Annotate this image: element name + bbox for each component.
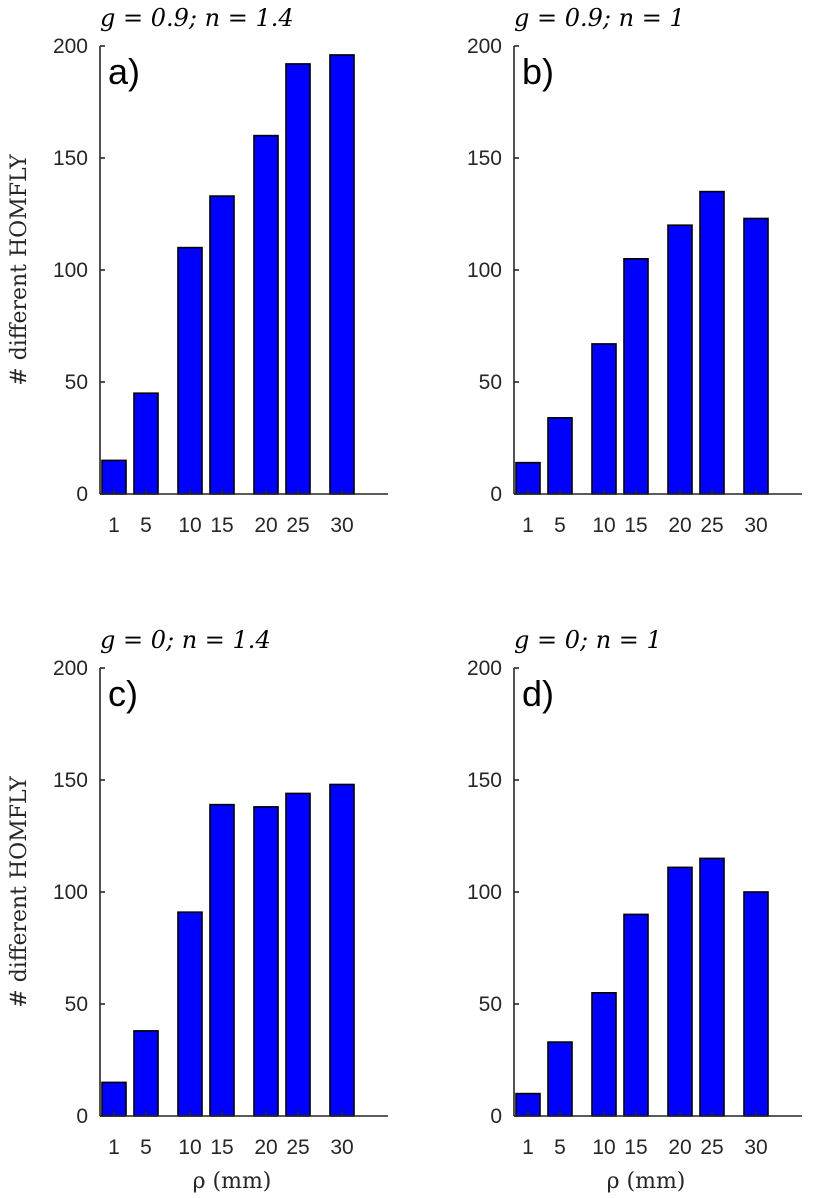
x-tick-label: 15	[624, 1136, 647, 1159]
bar-20	[253, 134, 279, 495]
x-tick-label: 1	[108, 1136, 120, 1159]
panel-title: g = 0.9; n = 1	[514, 4, 685, 32]
bar-25	[285, 63, 311, 495]
y-tick-label: 0	[490, 483, 502, 506]
y-tick-label: 0	[76, 483, 88, 506]
y-tick-label: 150	[467, 147, 502, 170]
x-tick-label: 10	[178, 514, 201, 537]
x-tick-label: 5	[554, 1136, 566, 1159]
x-tick-label: 10	[592, 1136, 615, 1159]
bar-15	[623, 913, 649, 1117]
bar-5	[133, 1030, 159, 1117]
y-tick-label: 150	[53, 769, 88, 792]
panel-letter: b)	[522, 51, 554, 92]
x-tick-label: 20	[668, 514, 691, 537]
bar-15	[209, 195, 235, 495]
x-tick-label: 10	[592, 514, 615, 537]
y-tick-label: 0	[490, 1105, 502, 1128]
bar-5	[547, 1041, 573, 1117]
x-tick-label: 30	[330, 1136, 353, 1159]
y-axis-label: # different HOMFLY	[7, 776, 32, 1008]
bar-5	[133, 392, 159, 495]
x-tick-label: 25	[286, 1136, 309, 1159]
bar-25	[699, 857, 725, 1117]
bar-30	[743, 217, 769, 495]
y-axis-label: # different HOMFLY	[7, 154, 32, 386]
chart-panel-4: g = 0; n = 1 0 50 100 150 200 1 5 10 15 20 25 30 d) ρ …	[467, 626, 802, 1194]
bar-10	[177, 246, 203, 495]
x-tick-label: 25	[700, 514, 723, 537]
y-tick-label: 100	[467, 881, 502, 904]
x-tick-label: 5	[140, 1136, 152, 1159]
bar-1	[101, 459, 127, 495]
x-tick-label: 5	[554, 514, 566, 537]
x-tick-label: 30	[744, 514, 767, 537]
y-tick-label: 200	[467, 35, 502, 58]
panel-title: g = 0; n = 1	[514, 626, 662, 654]
panel-letter: c)	[108, 673, 138, 714]
bar-1	[101, 1081, 127, 1117]
x-axis-label: ρ (mm)	[607, 1169, 686, 1194]
bar-25	[699, 190, 725, 495]
bar-10	[177, 911, 203, 1117]
chart-panel-3: g = 0; n = 1.4 0 50 100 150 200 1 5 10 15 20 25 30 c)…	[7, 626, 388, 1194]
x-tick-label: 20	[254, 514, 277, 537]
panel-title: g = 0.9; n = 1.4	[100, 4, 294, 32]
x-tick-label: 15	[210, 1136, 233, 1159]
x-tick-label: 10	[178, 1136, 201, 1159]
chart-panel-2: g = 0.9; n = 1 0 50 100 150 200 1 5 10 15 20 25 30 b)	[467, 4, 802, 537]
bar-15	[623, 257, 649, 495]
panel-letter: a)	[108, 51, 140, 92]
bar-20	[667, 866, 693, 1117]
x-tick-label: 25	[286, 514, 309, 537]
y-tick-label: 50	[479, 993, 502, 1016]
chart-panel-1: g = 0.9; n = 1.4 0 50 100 150 200 1 5 10 15 20 25 30…	[7, 4, 388, 537]
x-tick-label: 20	[254, 1136, 277, 1159]
y-tick-label: 200	[53, 657, 88, 680]
bar-30	[743, 891, 769, 1117]
x-tick-label: 15	[624, 514, 647, 537]
x-tick-label: 20	[668, 1136, 691, 1159]
bar-25	[285, 792, 311, 1117]
bar-20	[667, 224, 693, 495]
x-tick-label: 1	[522, 1136, 534, 1159]
x-tick-label: 30	[744, 1136, 767, 1159]
x-tick-label: 1	[522, 514, 534, 537]
y-tick-label: 0	[76, 1105, 88, 1128]
bar-30	[329, 783, 355, 1117]
panel-letter: d)	[522, 673, 554, 714]
y-tick-label: 100	[467, 259, 502, 282]
x-tick-label: 15	[210, 514, 233, 537]
bar-30	[329, 54, 355, 495]
bar-10	[591, 991, 617, 1117]
bar-10	[591, 343, 617, 495]
y-tick-label: 200	[53, 35, 88, 58]
x-tick-label: 1	[108, 514, 120, 537]
y-tick-label: 100	[53, 259, 88, 282]
panel-title: g = 0; n = 1.4	[100, 626, 271, 654]
bar-5	[547, 417, 573, 495]
y-tick-label: 50	[65, 993, 88, 1016]
x-axis-label: ρ (mm)	[193, 1169, 272, 1194]
x-tick-label: 30	[330, 514, 353, 537]
x-tick-label: 5	[140, 514, 152, 537]
y-tick-label: 100	[53, 881, 88, 904]
y-tick-label: 200	[467, 657, 502, 680]
y-tick-label: 150	[467, 769, 502, 792]
bar-20	[253, 806, 279, 1117]
bar-15	[209, 803, 235, 1117]
y-tick-label: 150	[53, 147, 88, 170]
y-tick-label: 50	[479, 371, 502, 394]
y-tick-label: 50	[65, 371, 88, 394]
x-tick-label: 25	[700, 1136, 723, 1159]
